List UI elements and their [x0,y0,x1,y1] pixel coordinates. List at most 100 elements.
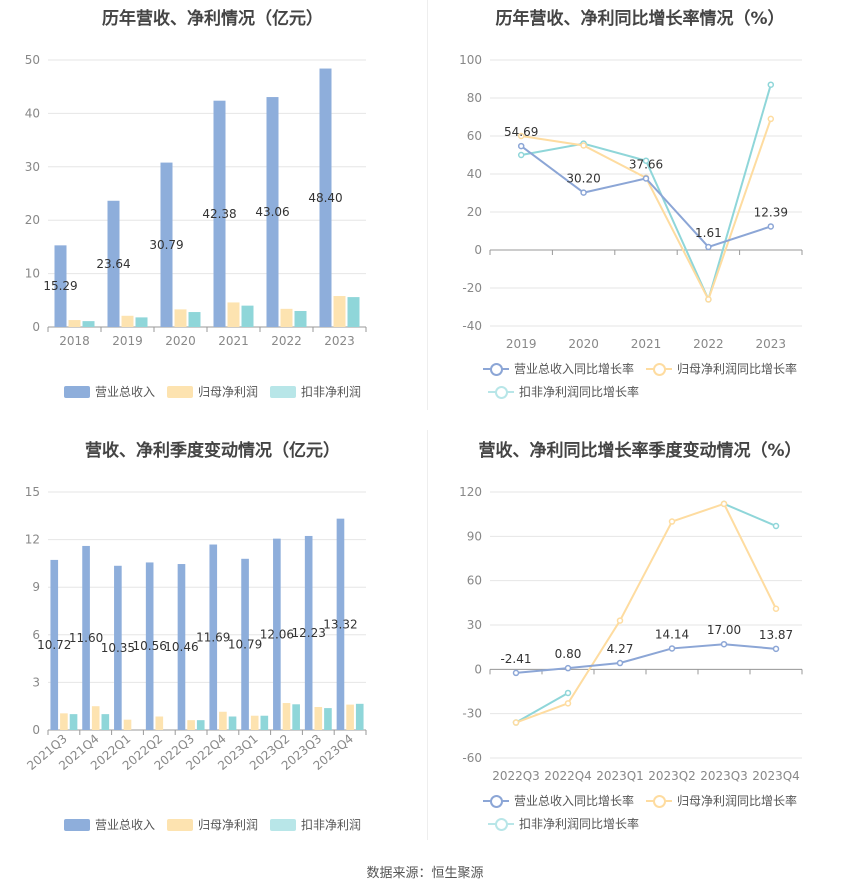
data-label: 30.79 [149,238,183,252]
data-label: 12.06 [260,627,294,641]
bar [145,562,154,730]
data-point [512,719,520,726]
bar [135,317,148,327]
x-tick-label: 2023Q4 [752,769,800,783]
data-label: 4.27 [607,642,634,656]
bar [219,711,227,730]
data-label: 10.72 [37,638,71,652]
bar [241,558,249,730]
data-label: 11.60 [69,631,103,645]
legend-swatch [646,794,672,808]
legend-swatch [270,385,296,398]
legend-swatch [488,385,514,399]
quarter-bar-panel: 营收、净利季度变动情况（亿元） 0 3 6 9 12 15 2021Q3 2021Q4 2022… [0,430,425,840]
y-tick-label: -60 [462,751,482,765]
data-label: 12.39 [754,205,788,219]
x-tick-label: 2022 [693,337,724,351]
legend-item-net-profit[interactable]: 归母净利润 [166,383,258,400]
bar [319,68,332,327]
data-point [772,645,780,653]
series-line [521,118,772,302]
series-line [521,84,772,303]
panel-divider-top [427,0,428,410]
legend-item-net-profit-growth[interactable]: 归母净利润同比增长率 [646,360,797,377]
legend-item-revenue[interactable]: 营业总收入 [63,383,155,400]
data-point [720,500,728,508]
x-tick-label: 2023Q3 [700,769,748,783]
annual-line-panel: 历年营收、净利同比增长率情况（%） -40 -20 0 20 40 60 80 100 2019… [430,0,850,410]
y-tick-label: -30 [462,707,482,721]
bar [160,162,173,327]
chart-title: 历年营收、净利同比增长率情况（%） [495,9,785,29]
data-label: 14.14 [655,627,689,641]
legend-swatch [482,362,509,376]
y-tick-label: 0 [474,662,482,676]
chart-title: 历年营收、净利情况（亿元） [102,9,323,29]
data-label: 30.20 [566,172,600,186]
annual-bar-panel: 历年营收、净利情况（亿元） 0 10 20 30 40 50 2018 2019 2020 202… [0,0,425,410]
x-tick-label: 2020 [165,334,196,348]
y-tick-label: 3 [32,675,40,689]
data-label: 13.87 [759,628,793,642]
data-point [642,157,650,164]
legend-item-net-profit-growth[interactable]: 归母净利润同比增长率 [646,792,797,809]
bar [54,245,67,327]
x-tick-label: 2023 [324,334,355,348]
y-tick-label: 15 [25,485,40,499]
bar [347,297,360,327]
legend-swatch [166,818,193,831]
legend-item-deducted-growth[interactable]: 扣非净利润同比增长率 [488,815,639,832]
legend-item-revenue-growth[interactable]: 营业总收入同比增长率 [482,792,634,809]
bar [250,715,259,730]
y-tick-label: 40 [25,106,40,120]
series-line [515,502,777,724]
data-point [517,151,525,159]
x-tick-label: 2023 [756,337,787,351]
bar [324,708,332,730]
data-point [616,617,624,624]
data-label: 1.61 [695,226,722,240]
series-line [723,502,777,527]
y-tick-label: 20 [467,205,482,219]
legend-item-deducted-profit[interactable]: 扣非净利润 [270,383,361,400]
bar [346,704,354,730]
y-tick-label: -40 [462,319,482,333]
data-point [772,522,780,530]
bar [209,544,218,730]
legend: 营业总收入同比增长率 归母净利润同比增长率 扣非净利润同比增长率 [430,792,850,838]
x-tick-label: 2022 [271,334,302,348]
data-label: 48.40 [308,191,342,205]
y-tick-label: -20 [462,281,482,295]
legend: 营业总收入 归母净利润 扣非净利润 [0,816,425,839]
bar [292,704,300,730]
legend-item-deducted-profit[interactable]: 扣非净利润 [270,816,361,833]
y-tick-label: 80 [467,91,482,105]
legend-item-net-profit[interactable]: 归母净利润 [166,816,258,833]
x-tick-label: 2023Q2 [648,769,696,783]
annual-bar-chart: 0 10 20 30 40 50 2018 2019 2020 2021 2022 2023 15.29… [25,53,367,348]
bar [336,518,345,730]
data-point [720,640,728,648]
data-point [564,700,572,707]
legend-item-deducted-growth[interactable]: 扣非净利润同比增长率 [488,383,639,400]
y-tick-label: 0 [474,243,482,257]
legend-item-revenue[interactable]: 营业总收入 [63,816,155,833]
bar [121,315,134,327]
data-point [564,664,572,672]
data-point [705,243,712,251]
bar [227,302,240,327]
data-label: 10.79 [228,637,262,651]
legend-item-revenue-growth[interactable]: 营业总收入同比增长率 [482,360,634,377]
data-label: 0.80 [555,647,582,661]
quarter-bar-chart: 036912152021Q32021Q42022Q12022Q22022Q320… [24,485,367,773]
data-point [517,132,525,140]
y-tick-label: 100 [459,53,482,67]
y-tick-label: 0 [32,320,40,334]
data-label: 12.23 [291,626,325,640]
bar [282,703,291,730]
data-point [668,518,676,525]
data-point [767,115,775,123]
chart-title: 营收、净利同比增长率季度变动情况（%） [478,441,802,461]
data-label: 43.06 [255,205,289,219]
chart-title: 营收、净利季度变动情况（亿元） [85,441,340,461]
